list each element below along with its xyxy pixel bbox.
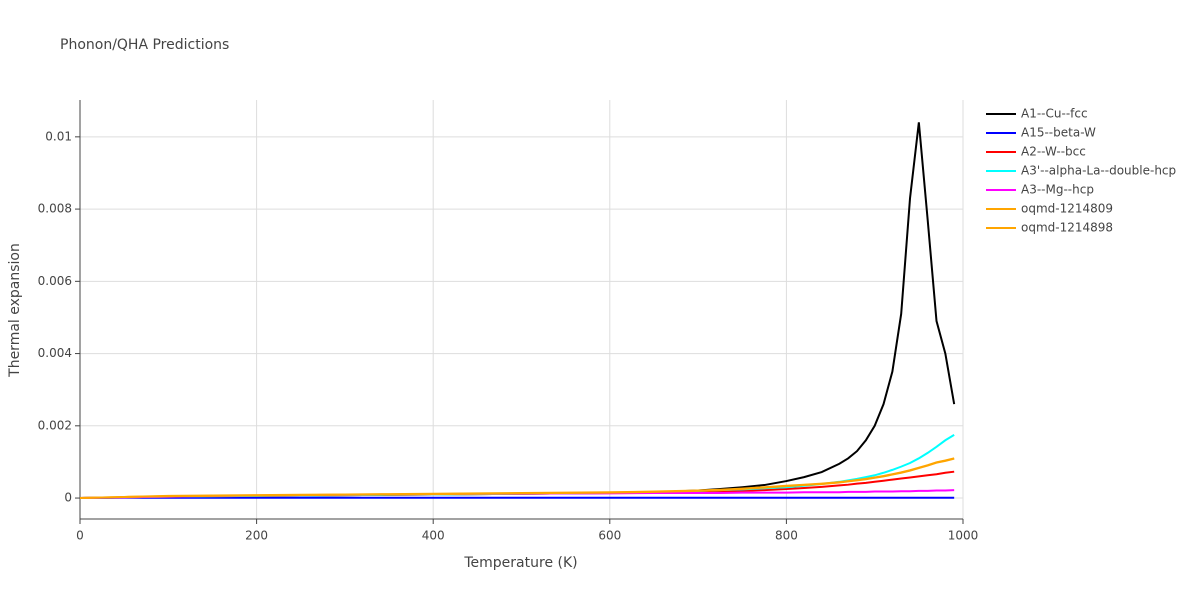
chart-title: Phonon/QHA Predictions (60, 37, 229, 53)
y-axis-label: Thermal expansion (7, 243, 23, 378)
y-tick-label: 0.004 (38, 346, 72, 360)
legend-label: A1--Cu--fcc (1021, 107, 1088, 121)
x-axis-label: Temperature (K) (463, 555, 577, 571)
x-tick-label: 800 (775, 529, 798, 543)
legend-label: A2--W--bcc (1021, 145, 1086, 159)
series-line (80, 122, 954, 498)
x-tick-label: 400 (422, 529, 445, 543)
y-tick-label: 0.002 (38, 418, 72, 432)
legend-label: A15--beta-W (1021, 126, 1096, 140)
legend-label: A3--Mg--hcp (1021, 183, 1094, 197)
x-tick-label: 0 (76, 529, 84, 543)
y-tick-label: 0 (64, 491, 72, 505)
x-tick-label: 600 (598, 529, 621, 543)
x-tick-label: 200 (245, 529, 268, 543)
y-tick-label: 0.01 (45, 129, 72, 143)
x-tick-label: 1000 (948, 529, 979, 543)
legend-label: oqmd-1214898 (1021, 221, 1113, 235)
legend-label: A3'--alpha-La--double-hcp (1021, 164, 1176, 178)
y-tick-label: 0.008 (38, 202, 72, 216)
legend-label: oqmd-1214809 (1021, 202, 1113, 216)
series-line (80, 435, 954, 498)
y-tick-label: 0.006 (38, 274, 72, 288)
